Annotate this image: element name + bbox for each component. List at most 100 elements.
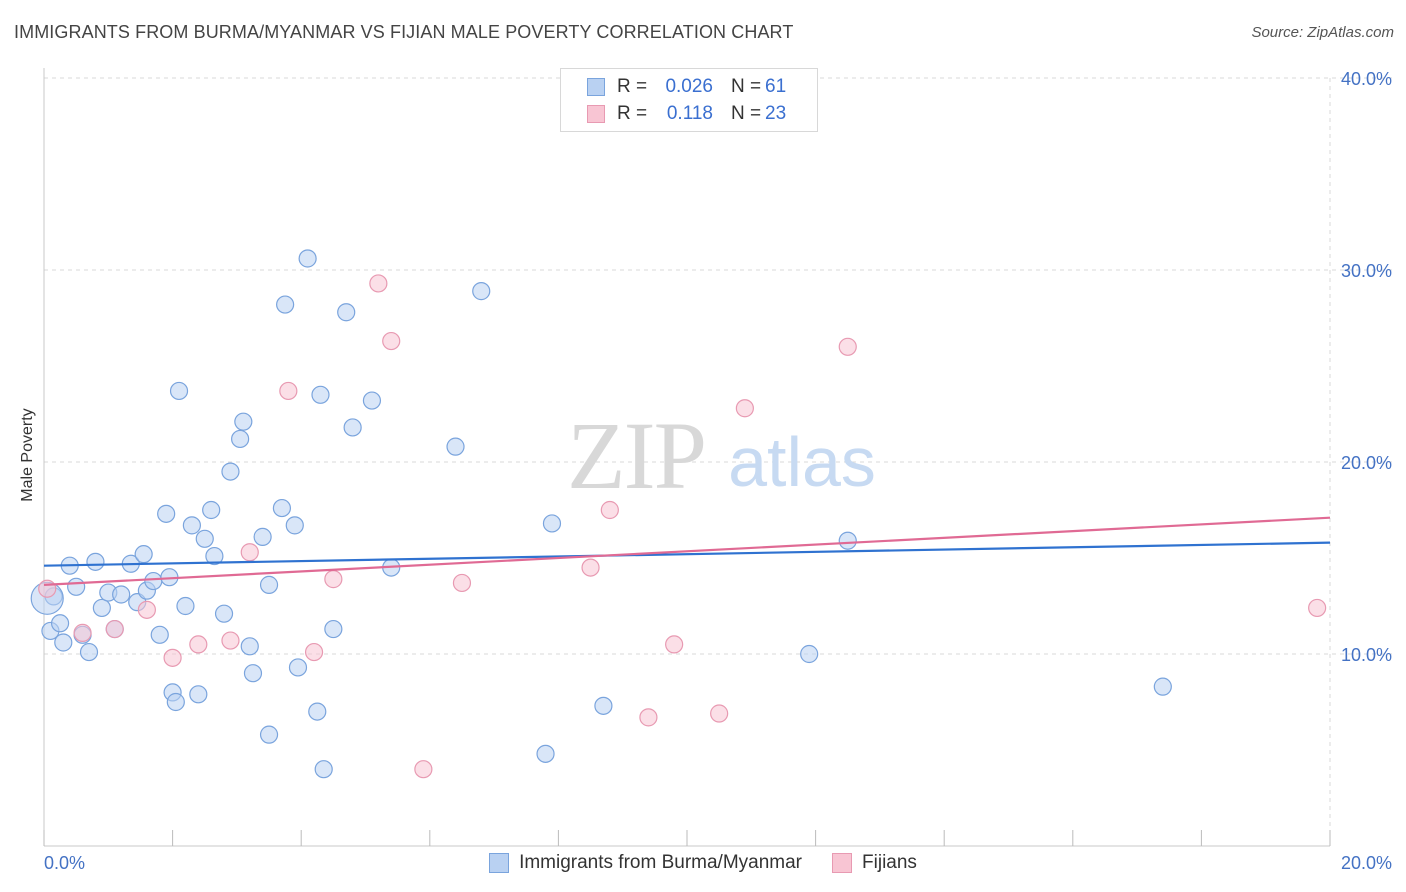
fijian-point [369,274,388,293]
stats-legend: R = 0.026 N = 61 R = 0.118 N = 23 [560,68,818,132]
legend-label-fijians: Fijians [862,852,917,873]
legend-swatch-blue [489,853,510,873]
burma-point [214,604,234,623]
burma-point [594,696,613,715]
y-tick-label: 40.0% [1341,69,1392,89]
burma-point [343,418,362,437]
burma-point [800,644,819,664]
burma-point [472,282,491,301]
legend-r-label: R = [617,76,648,97]
fijian-point [163,648,182,667]
source-label: Source: ZipAtlas.com [1251,24,1394,41]
fijian-point [189,635,208,654]
legend-n-label: N = [731,76,762,97]
burma-point [240,637,259,656]
burma-point [243,664,263,683]
burma-point [272,498,292,518]
fijian-point [279,381,298,401]
burma-point [276,295,295,314]
burma-point [195,529,214,548]
fijian-point [240,543,259,562]
legend-row-burma: R = 0.026 N = 61 [587,74,786,100]
burma-point [112,585,131,604]
fijian-point [304,642,324,662]
burma-point [205,546,224,566]
burma-point [182,516,201,535]
watermark-atlas: atlas [728,423,876,501]
burma-point [50,614,70,633]
legend-n-value: 61 [765,76,787,97]
burma-point [536,744,555,763]
burma-point [150,625,169,644]
legend-swatch-blue [587,78,605,96]
fijian-point [710,704,729,723]
burma-point [259,725,279,744]
chart-title: IMMIGRANTS FROM BURMA/MYANMAR VS FIJIAN … [14,22,794,42]
burma-point [337,303,356,322]
burma-point [166,692,185,712]
fijian-point [105,619,124,639]
legend-item-fijians: Fijians [832,852,917,874]
y-tick-label: 30.0% [1341,261,1392,281]
burma-point [362,391,382,410]
fijian-point [639,708,658,727]
burma-point [67,577,86,596]
x-tick-label: 20.0% [1341,853,1392,873]
burma-point [542,514,562,533]
legend-row-fijian: R = 0.118 N = 23 [587,101,786,127]
burma-point [285,516,304,535]
fijian-point [838,337,857,356]
legend-label-burma: Immigrants from Burma/Myanmar [519,852,803,873]
burma-point [298,249,317,268]
y-tick-label: 10.0% [1341,645,1392,665]
fijian-point [665,635,684,654]
burma-point [253,527,272,546]
burma-point [308,702,327,721]
burma-point [446,437,465,456]
legend-r-value: 0.118 [666,103,713,124]
legend-swatch-pink [587,105,605,123]
x-tick-label: 0.0% [44,853,85,873]
burma-trend-line [43,541,1331,567]
burma-point [311,385,330,404]
burma-point [176,596,195,616]
fijian-point [73,623,92,642]
legend-r-label: R = [617,103,648,124]
fijian-point [1308,598,1327,618]
burma-point [169,381,189,401]
burma-point [157,504,176,523]
legend-n-label: N = [731,103,762,124]
legend-n-value: 23 [765,103,787,124]
fijian-trend-line [43,516,1331,586]
burma-point [314,760,333,779]
burma-point [324,619,343,639]
fijian-point [221,631,240,650]
fijian-point [38,579,57,598]
watermark-zip: ZIP [567,402,705,509]
legend-r-value: 0.026 [665,76,713,97]
series-legend: Immigrants from Burma/Myanmar Fijians [0,852,1406,874]
fijian-point [382,331,401,351]
burma-point [79,642,99,662]
burma-point [54,633,73,652]
burma-point [86,552,105,571]
fijian-point [324,570,343,589]
burma-point [838,531,857,550]
burma-point [1153,677,1172,696]
legend-item-burma: Immigrants from Burma/Myanmar [489,852,802,874]
burma-point [221,462,240,481]
burma-point [189,685,208,704]
burma-point [234,412,253,431]
burma-point [144,571,163,591]
fijian-point [600,500,619,520]
fijian-point [581,558,600,577]
burma-point [134,545,153,564]
fijian-point [414,760,433,779]
fijian-point [137,600,156,619]
y-tick-label: 20.0% [1341,453,1392,473]
fijian-point [452,573,472,593]
burma-point [288,658,308,677]
burma-point [202,500,221,520]
burma-point [259,575,279,594]
